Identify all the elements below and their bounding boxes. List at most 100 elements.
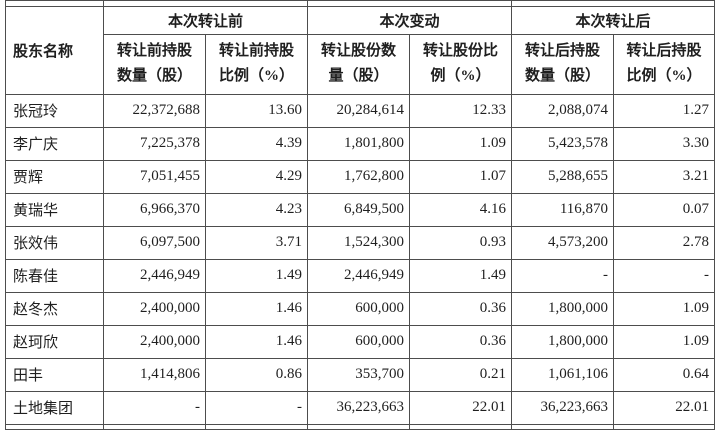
chg-shares-cell: 1,762,800 xyxy=(307,159,411,194)
post-pct-cell: 22.01 xyxy=(613,390,716,425)
header-group-row: 股东名称 本次转让前 本次变动 本次转让后 xyxy=(5,5,716,95)
post-pct-cell: 3.30 xyxy=(613,126,716,161)
pre-pct-cell: 4.39 xyxy=(204,126,309,161)
chg-pct-cell: 1.49 xyxy=(409,258,513,293)
shareholder-name-cell: 赵珂欣 xyxy=(5,324,104,359)
table-row: 赵冬杰 2,400,000 1.46 600,000 0.36 1,800,00… xyxy=(5,291,716,326)
pre-pct-cell: 4.23 xyxy=(204,192,309,227)
post-pct-cell: 1.27 xyxy=(613,93,716,128)
pre-shares-cell: - xyxy=(103,390,206,425)
chg-pct-cell: 0.21 xyxy=(409,357,513,392)
post-shares-cell: 116,870 xyxy=(511,192,615,227)
post-shares-cell: 5,423,578 xyxy=(511,126,615,161)
table-row: 李广庆 7,225,378 4.39 1,801,800 1.09 5,423,… xyxy=(5,126,716,161)
table-row: 贾辉 7,051,455 4.29 1,762,800 1.07 5,288,6… xyxy=(5,159,716,194)
post-shares-cell: - xyxy=(511,258,615,293)
header-sub-row: 转让前持股 数量（股） 转让前持股 比例（%） 转让股份数 量（股） 转让股份比… xyxy=(6,33,716,95)
table-row: 张效伟 6,097,500 3.71 1,524,300 0.93 4,573,… xyxy=(5,225,716,260)
pre-shares-cell: 2,400,000 xyxy=(103,324,206,359)
cropped-cell xyxy=(5,424,104,430)
pre-shares-cell: 6,097,500 xyxy=(103,225,206,260)
group-header-before-transfer: 本次转让前 xyxy=(102,5,309,35)
post-shares-cell: 1,061,106 xyxy=(511,357,615,392)
post-pct-cell: 2.78 xyxy=(613,225,716,260)
post-shares-cell: 2,088,074 xyxy=(511,93,615,128)
sub-header-chg-shares: 转让股份数 量（股） xyxy=(307,33,411,95)
shareholder-name-cell: 黄瑞华 xyxy=(5,192,104,227)
cropped-cell xyxy=(613,424,715,430)
table-row: 黄瑞华 6,966,370 4.23 6,849,500 4.16 116,87… xyxy=(5,192,716,227)
pre-pct-cell: 13.60 xyxy=(204,93,309,128)
shareholder-name-cell: 张冠玲 xyxy=(5,93,104,128)
shareholder-name-cell: 土地集团 xyxy=(5,390,104,425)
chg-shares-cell: 36,223,663 xyxy=(307,390,411,425)
post-shares-cell: 1,800,000 xyxy=(511,324,615,359)
post-shares-cell: 5,288,655 xyxy=(511,159,615,194)
chg-pct-cell: 0.36 xyxy=(409,291,513,326)
pre-shares-cell: 1,414,806 xyxy=(103,357,206,392)
pre-pct-cell: 1.49 xyxy=(204,258,309,293)
pre-shares-cell: 2,400,000 xyxy=(103,291,206,326)
shareholder-name-cell: 赵冬杰 xyxy=(5,291,104,326)
chg-shares-cell: 20,284,614 xyxy=(307,93,411,128)
post-pct-cell: 0.64 xyxy=(613,357,716,392)
sub-header-chg-pct: 转让股份比 例（%） xyxy=(409,33,513,95)
share-transfer-table: 股东名称 本次转让前 本次变动 本次转让后 转让前持股 数量（股） 转让前持股 … xyxy=(5,5,716,425)
cropped-row-bottom-row xyxy=(5,424,715,430)
table-body: 张冠玲 22,372,688 13.60 20,284,614 12.33 2,… xyxy=(5,93,716,425)
chg-pct-cell: 12.33 xyxy=(409,93,513,128)
corner-header-shareholder-name: 股东名称 xyxy=(5,5,104,95)
table-row: 田丰 1,414,806 0.86 353,700 0.21 1,061,106… xyxy=(5,357,716,392)
chg-shares-cell: 6,849,500 xyxy=(307,192,411,227)
post-pct-cell: 0.07 xyxy=(613,192,716,227)
chg-pct-cell: 22.01 xyxy=(409,390,513,425)
shareholder-name-cell: 李广庆 xyxy=(5,126,104,161)
chg-pct-cell: 0.36 xyxy=(409,324,513,359)
cropped-row-top-row xyxy=(5,0,715,6)
post-shares-cell: 36,223,663 xyxy=(511,390,615,425)
post-shares-cell: 1,800,000 xyxy=(511,291,615,326)
pre-shares-cell: 2,446,949 xyxy=(103,258,206,293)
chg-pct-cell: 1.07 xyxy=(409,159,513,194)
pre-shares-cell: 7,051,455 xyxy=(103,159,206,194)
cropped-cell xyxy=(511,0,715,6)
sub-header-pre-shares: 转让前持股 数量（股） xyxy=(103,33,206,95)
cropped-cell xyxy=(409,424,512,430)
sub-header-pre-pct: 转让前持股 比例（%） xyxy=(204,33,309,95)
chg-shares-cell: 1,524,300 xyxy=(307,225,411,260)
cropped-row-bottom xyxy=(5,424,715,430)
chg-shares-cell: 353,700 xyxy=(307,357,411,392)
chg-pct-cell: 4.16 xyxy=(409,192,513,227)
chg-pct-cell: 1.09 xyxy=(409,126,513,161)
pre-shares-cell: 7,225,378 xyxy=(103,126,206,161)
pre-shares-cell: 22,372,688 xyxy=(103,93,206,128)
pre-pct-cell: 1.46 xyxy=(204,324,309,359)
chg-shares-cell: 600,000 xyxy=(307,324,411,359)
pre-pct-cell: 1.46 xyxy=(204,291,309,326)
sub-header-post-shares: 转让后持股 数量（股） xyxy=(511,33,615,95)
group-header-change: 本次变动 xyxy=(307,5,513,35)
chg-shares-cell: 600,000 xyxy=(307,291,411,326)
post-shares-cell: 4,573,200 xyxy=(511,225,615,260)
cropped-cell xyxy=(205,424,308,430)
table-row: 陈春佳 2,446,949 1.49 2,446,949 1.49 - - xyxy=(5,258,716,293)
group-header-after-transfer: 本次转让后 xyxy=(511,5,716,35)
cropped-cell xyxy=(103,424,206,430)
shareholder-name-cell: 陈春佳 xyxy=(5,258,104,293)
post-pct-cell: 1.09 xyxy=(613,324,716,359)
cropped-row-top xyxy=(5,0,715,6)
shareholder-name-cell: 贾辉 xyxy=(5,159,104,194)
post-pct-cell: 3.21 xyxy=(613,159,716,194)
shareholder-name-cell: 田丰 xyxy=(5,357,104,392)
pre-shares-cell: 6,966,370 xyxy=(103,192,206,227)
pre-pct-cell: 4.29 xyxy=(204,159,309,194)
chg-shares-cell: 2,446,949 xyxy=(307,258,411,293)
cropped-cell xyxy=(307,424,410,430)
post-pct-cell: - xyxy=(613,258,716,293)
pre-pct-cell: 3.71 xyxy=(204,225,309,260)
table-row: 张冠玲 22,372,688 13.60 20,284,614 12.33 2,… xyxy=(5,93,716,128)
pre-pct-cell: 0.86 xyxy=(204,357,309,392)
sub-header-post-pct: 转让后持股 比例（%） xyxy=(613,33,716,95)
table-row: 土地集团 - - 36,223,663 22.01 36,223,663 22.… xyxy=(5,390,716,425)
